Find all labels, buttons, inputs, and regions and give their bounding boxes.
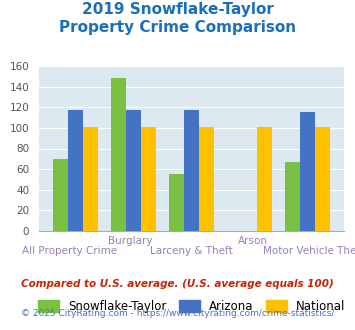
- Text: Property Crime Comparison: Property Crime Comparison: [59, 20, 296, 35]
- Legend: Snowflake-Taylor, Arizona, National: Snowflake-Taylor, Arizona, National: [38, 300, 346, 313]
- Bar: [83, 127, 98, 231]
- Text: Burglary: Burglary: [108, 236, 153, 246]
- Bar: [184, 110, 199, 231]
- Text: Motor Vehicle Theft: Motor Vehicle Theft: [263, 246, 355, 256]
- Bar: [169, 174, 184, 231]
- Text: © 2025 CityRating.com - https://www.cityrating.com/crime-statistics/: © 2025 CityRating.com - https://www.city…: [21, 309, 334, 317]
- Bar: [68, 110, 83, 231]
- Text: Larceny & Theft: Larceny & Theft: [150, 246, 233, 256]
- Text: 2019 Snowflake-Taylor: 2019 Snowflake-Taylor: [82, 2, 273, 16]
- Bar: [126, 110, 141, 231]
- Text: Compared to U.S. average. (U.S. average equals 100): Compared to U.S. average. (U.S. average …: [21, 279, 334, 289]
- Bar: [300, 113, 315, 231]
- Bar: [199, 127, 214, 231]
- Bar: [111, 79, 126, 231]
- Bar: [257, 127, 272, 231]
- Text: All Property Crime: All Property Crime: [22, 246, 117, 256]
- Text: Arson: Arson: [238, 236, 268, 246]
- Bar: [141, 127, 156, 231]
- Bar: [53, 159, 68, 231]
- Bar: [315, 127, 331, 231]
- Bar: [285, 162, 300, 231]
